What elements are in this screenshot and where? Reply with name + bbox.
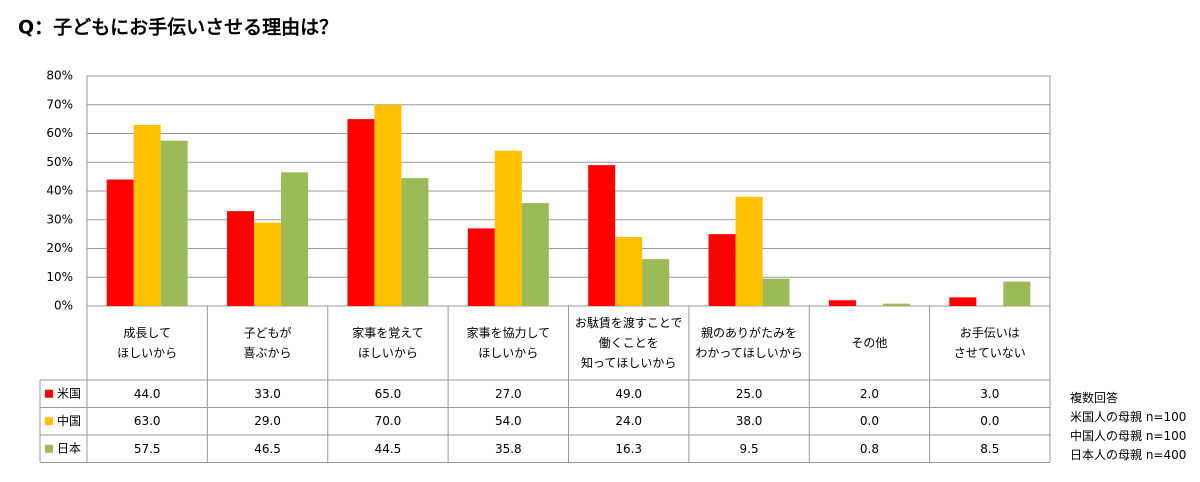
table-value: 54.0	[494, 414, 522, 429]
bar	[615, 237, 643, 306]
category-label: 親のありがたみを わかってほしいから	[695, 326, 803, 360]
table-value: 38.0	[735, 414, 763, 429]
bar	[708, 234, 736, 306]
legend-label: 日本	[57, 441, 81, 455]
bar	[374, 104, 402, 306]
legend-label: 中国	[57, 413, 81, 428]
table-value: 35.8	[494, 441, 522, 456]
table-value: 8.5	[980, 441, 1000, 456]
y-tick-label: 0%	[54, 299, 73, 313]
table-value: 44.5	[374, 441, 402, 456]
table-value: 27.0	[494, 386, 522, 401]
category-label: 家事を覚えて ほしいから	[352, 326, 424, 360]
table-value: 46.5	[254, 441, 281, 456]
table-value: 0.8	[859, 441, 879, 456]
bar	[949, 297, 977, 306]
y-tick-label: 60%	[46, 126, 73, 140]
bar	[133, 124, 161, 306]
bar	[106, 179, 134, 306]
y-tick-label: 50%	[46, 155, 73, 169]
y-tick-label: 10%	[46, 270, 73, 284]
table-value: 2.0	[859, 386, 879, 401]
bar	[347, 119, 375, 306]
category-label: 子どもが 喜ぶから	[243, 326, 292, 360]
bar	[828, 300, 856, 306]
category-label: その他	[851, 336, 888, 350]
bar	[762, 278, 790, 306]
bar	[227, 211, 255, 306]
y-tick-label: 80%	[46, 69, 73, 83]
y-tick-label: 20%	[46, 241, 73, 255]
table-value: 29.0	[254, 414, 281, 429]
legend-swatch	[45, 389, 53, 398]
note: 複数回答	[1070, 391, 1119, 405]
chart-title: Q：子どもにお手伝いさせる理由は？	[18, 16, 338, 39]
bar	[735, 196, 763, 306]
bar	[521, 203, 549, 306]
bar	[882, 303, 910, 306]
bar	[1003, 281, 1031, 306]
table-value: 0.0	[980, 414, 1000, 429]
legend-swatch	[45, 444, 53, 453]
table-value: 9.5	[739, 441, 759, 456]
note: 日本人の母親 n=400	[1070, 448, 1187, 462]
legend-swatch	[45, 417, 53, 426]
table-value: 0.0	[859, 414, 879, 429]
bar	[467, 228, 495, 306]
bar	[254, 222, 282, 306]
table-value: 44.0	[133, 386, 161, 401]
table-value: 24.0	[615, 414, 643, 429]
table-value: 16.3	[615, 441, 643, 456]
note: 米国人の母親 n=100	[1070, 410, 1187, 424]
bar	[642, 259, 670, 306]
legend-label: 米国	[57, 386, 81, 400]
category-label: 成長して ほしいから	[117, 326, 178, 360]
bar	[401, 178, 429, 306]
table-value: 49.0	[615, 386, 643, 401]
y-tick-label: 40%	[46, 184, 73, 198]
table-value: 70.0	[374, 414, 402, 429]
note: 中国人の母親 n=100	[1070, 429, 1187, 443]
bar	[281, 172, 309, 306]
category-label: お手伝いは させていない	[953, 326, 1026, 360]
category-label: お駄賃を渡すことで 働くことを 知ってほしいから	[574, 316, 683, 370]
y-tick-label: 30%	[46, 212, 73, 226]
table-value: 65.0	[374, 386, 402, 401]
table-value: 25.0	[735, 386, 763, 401]
bar	[160, 140, 188, 306]
table-value: 3.0	[980, 386, 1000, 401]
category-label: 家事を協力して ほしいから	[466, 326, 551, 360]
table-value: 33.0	[254, 386, 281, 401]
table-value: 57.5	[133, 441, 161, 456]
y-tick-label: 70%	[46, 97, 73, 111]
table-value: 63.0	[133, 414, 161, 429]
bar	[494, 150, 522, 306]
bar	[588, 165, 616, 306]
